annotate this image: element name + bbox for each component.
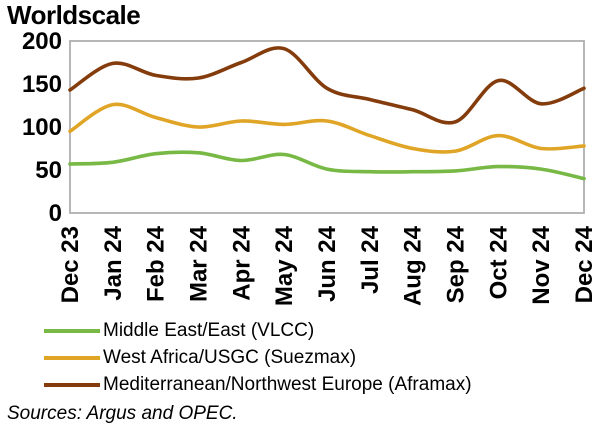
legend-label-vlcc: Middle East/East (VLCC)	[103, 319, 315, 341]
legend-label-suezmax: West Africa/USGC (Suezmax)	[103, 346, 357, 368]
series-line-suezmax	[68, 102, 586, 154]
x-axis-tick-label: May 24	[271, 225, 298, 306]
plot-border	[69, 40, 585, 214]
legend-item-vlcc: Middle East/East (VLCC)	[44, 317, 472, 344]
x-axis-tick-label: Sep 24	[443, 225, 470, 303]
x-axis-tick-label: Aug 24	[400, 225, 427, 306]
sources-note: Sources: Argus and OPEC.	[7, 403, 238, 424]
legend-item-aframax: Mediterranean/Northwest Europe (Aframax)	[44, 371, 472, 398]
series-line-vlcc	[68, 150, 586, 181]
y-axis-tick-label: 150	[22, 71, 62, 98]
series-line-aframax	[68, 46, 586, 125]
legend-swatch-suezmax-icon	[44, 355, 100, 360]
x-axis-tick-label: Oct 24	[485, 225, 512, 299]
legend-label-aframax: Mediterranean/Northwest Europe (Aframax)	[103, 373, 472, 395]
x-axis-tick-label: Dec 24	[571, 225, 598, 303]
x-axis-tick-label: Mar 24	[186, 225, 213, 302]
legend-swatch-vlcc-icon	[44, 328, 100, 333]
y-axis-tick-label: 100	[22, 114, 62, 141]
legend-item-suezmax: West Africa/USGC (Suezmax)	[44, 344, 472, 371]
legend: Middle East/East (VLCC) West Africa/USGC…	[44, 317, 472, 398]
x-axis-tick-label: Jun 24	[314, 225, 341, 302]
x-axis-tick-label: Dec 23	[57, 226, 84, 303]
x-axis-tick-label: Nov 24	[528, 225, 555, 304]
x-axis-tick-label: Jul 24	[357, 225, 384, 294]
x-axis-tick-label: Apr 24	[228, 225, 255, 300]
x-axis-tick-label: Jan 24	[100, 225, 127, 300]
y-axis-tick-label: 50	[35, 157, 62, 184]
legend-swatch-aframax-icon	[44, 382, 100, 387]
chart-title: Worldscale	[7, 0, 141, 30]
y-axis-tick-label: 0	[49, 200, 62, 227]
x-axis-tick-label: Feb 24	[143, 225, 170, 302]
y-axis-tick-label: 200	[22, 28, 62, 55]
